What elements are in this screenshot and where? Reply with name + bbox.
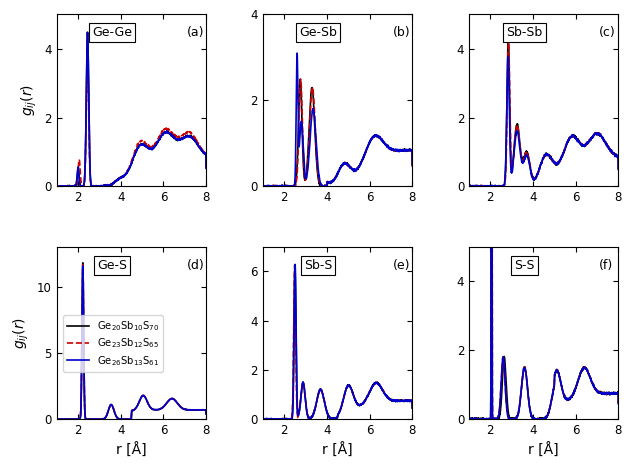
Text: (f): (f) (599, 259, 613, 272)
Text: (d): (d) (187, 259, 204, 272)
Text: (e): (e) (393, 259, 410, 272)
Text: Sb-Sb: Sb-Sb (506, 26, 543, 39)
Text: (a): (a) (187, 26, 204, 39)
Text: S-S: S-S (514, 259, 534, 272)
Text: Ge-Sb: Ge-Sb (299, 26, 337, 39)
Text: (c): (c) (599, 26, 616, 39)
Text: Ge-S: Ge-S (97, 259, 127, 272)
X-axis label: r [Å]: r [Å] (528, 443, 559, 458)
Text: Sb-S: Sb-S (304, 259, 333, 272)
X-axis label: r [Å]: r [Å] (322, 443, 353, 458)
Y-axis label: $g_{ij}(r)$: $g_{ij}(r)$ (12, 317, 32, 349)
X-axis label: r [Å]: r [Å] (116, 443, 147, 458)
Y-axis label: $g_{ij}(r)$: $g_{ij}(r)$ (20, 84, 39, 116)
Text: (b): (b) (393, 26, 411, 39)
Text: Ge-Ge: Ge-Ge (92, 26, 132, 39)
Legend: Ge$_{20}$Sb$_{10}$S$_{70}$, Ge$_{23}$Sb$_{12}$S$_{65}$, Ge$_{26}$Sb$_{13}$S$_{61: Ge$_{20}$Sb$_{10}$S$_{70}$, Ge$_{23}$Sb$… (63, 315, 163, 372)
